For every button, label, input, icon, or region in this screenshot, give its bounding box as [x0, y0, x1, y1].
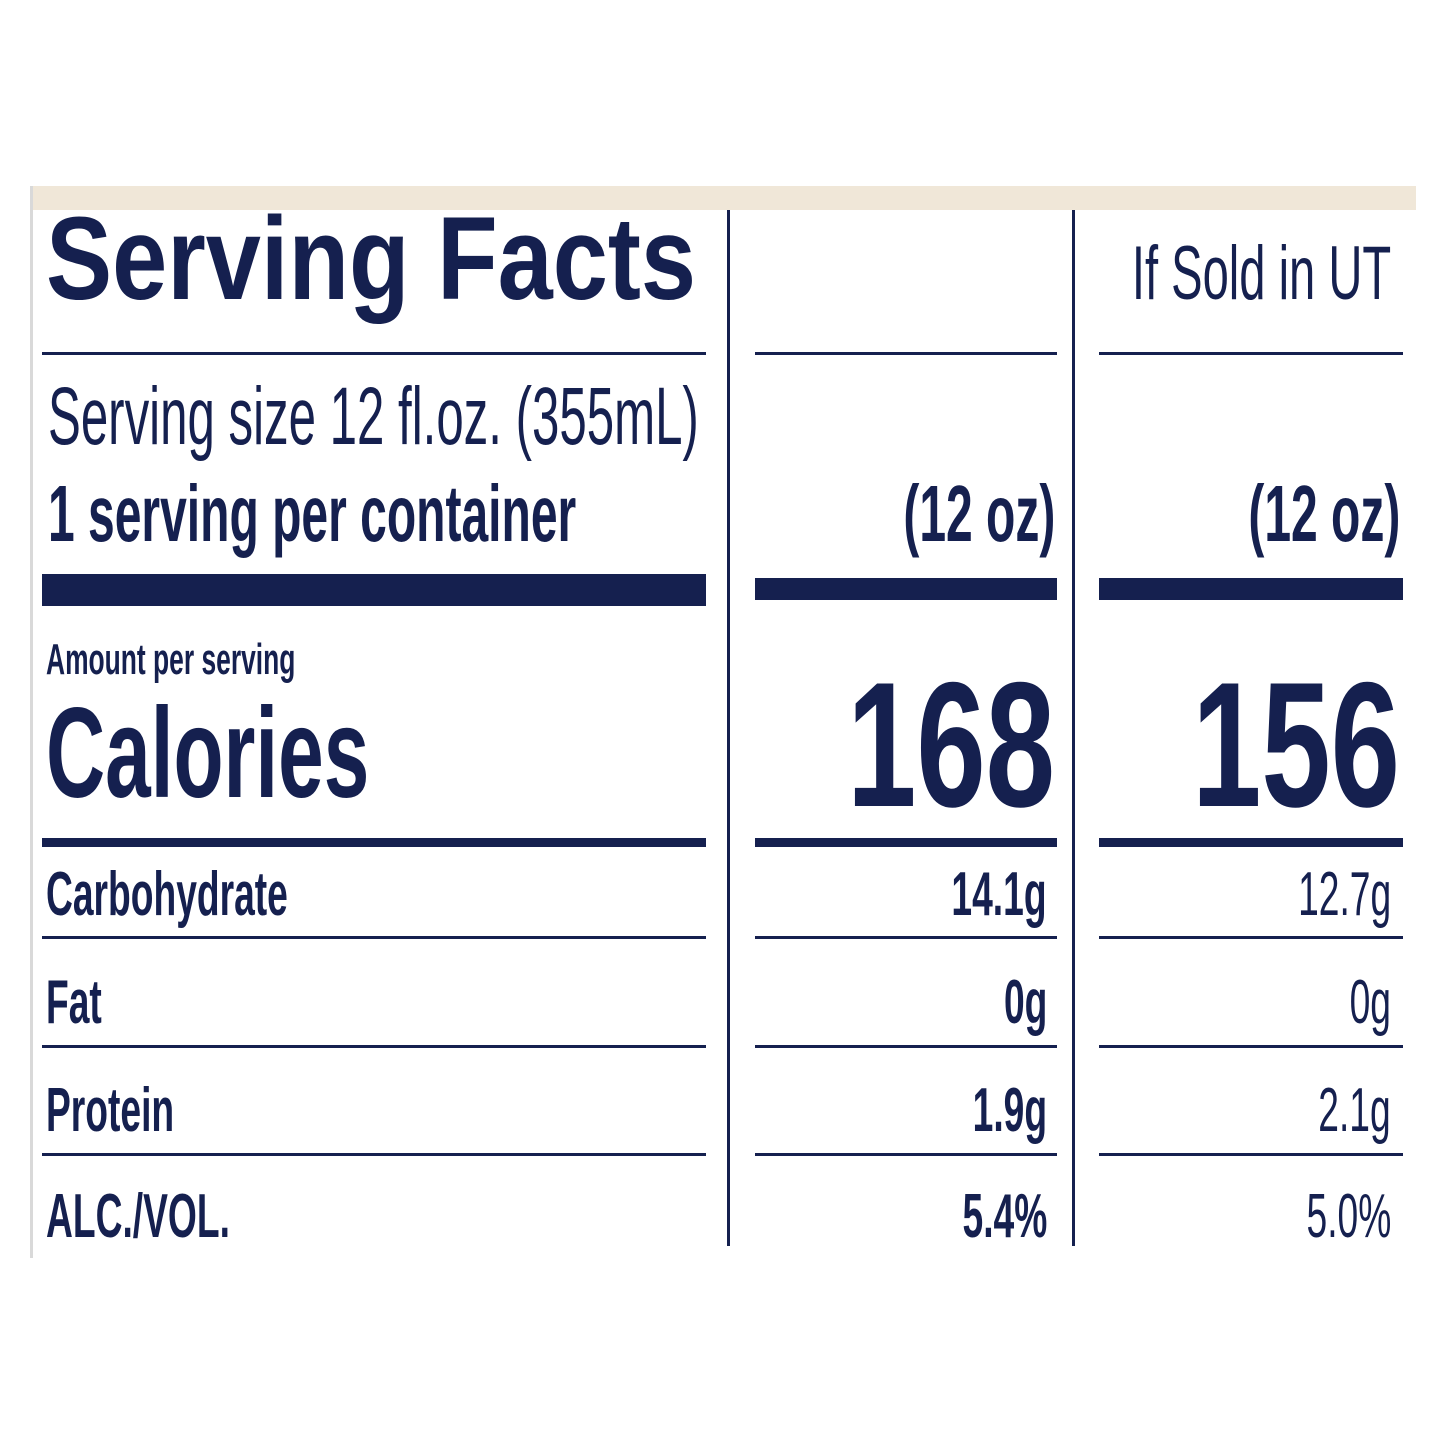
amount-per-serving: Amount per serving: [46, 635, 296, 684]
divider-title-col1: [755, 352, 1057, 355]
row-divider: [42, 936, 706, 939]
row-divider-col1: [755, 1045, 1057, 1048]
row-divider-col1: [755, 936, 1057, 939]
nutrient-label: Fat: [46, 968, 102, 1037]
nutrient-value-col2: 0g: [1349, 968, 1391, 1037]
row-divider: [42, 1045, 706, 1048]
divider-title: [42, 352, 706, 355]
divider-title-col2: [1099, 352, 1403, 355]
nutrient-label: ALC./VOL.: [46, 1182, 230, 1251]
nutrient-value-col2: 2.1g: [1318, 1076, 1391, 1145]
row-divider: [42, 1153, 706, 1156]
calories-divider-col2: [1099, 838, 1403, 847]
nutrient-value-col1: 1.9g: [972, 1076, 1047, 1145]
panel-left-edge: [30, 186, 33, 1258]
calories-divider: [42, 838, 706, 847]
nutrient-value-col2: 12.7g: [1297, 860, 1391, 929]
row-divider-col2: [1099, 936, 1403, 939]
serving-size: Serving size 12 fl.oz. (355mL): [48, 371, 699, 462]
column-divider-2: [1072, 210, 1075, 1246]
nutrient-value-col1: 14.1g: [951, 860, 1047, 929]
nutrient-value-col1: 5.4%: [962, 1182, 1047, 1251]
row-divider-col1: [755, 1153, 1057, 1156]
column-header-ut: If Sold in UT: [1131, 231, 1391, 316]
row-divider-col2: [1099, 1045, 1403, 1048]
top-color-band: [30, 186, 1416, 210]
column-divider-1: [727, 210, 730, 1246]
thick-divider: [42, 574, 706, 606]
thick-divider-col2: [1099, 578, 1403, 600]
row-divider-col2: [1099, 1153, 1403, 1156]
calories-col2: 156: [1192, 645, 1400, 844]
servings-per-container: 1 serving per container: [48, 469, 577, 558]
calories-divider-col1: [755, 838, 1057, 847]
serving-size-col2: (12 oz): [1247, 469, 1400, 558]
nutrient-label: Protein: [46, 1076, 175, 1145]
serving-size-col1: (12 oz): [902, 469, 1055, 558]
calories-col1: 168: [847, 645, 1055, 844]
nutrient-value-col2: 5.0%: [1306, 1182, 1391, 1251]
thick-divider-col1: [755, 578, 1057, 600]
nutrient-label: Carbohydrate: [46, 860, 288, 929]
panel-title: Serving Facts: [46, 193, 697, 325]
calories-label: Calories: [46, 682, 370, 825]
nutrient-value-col1: 0g: [1003, 968, 1047, 1037]
